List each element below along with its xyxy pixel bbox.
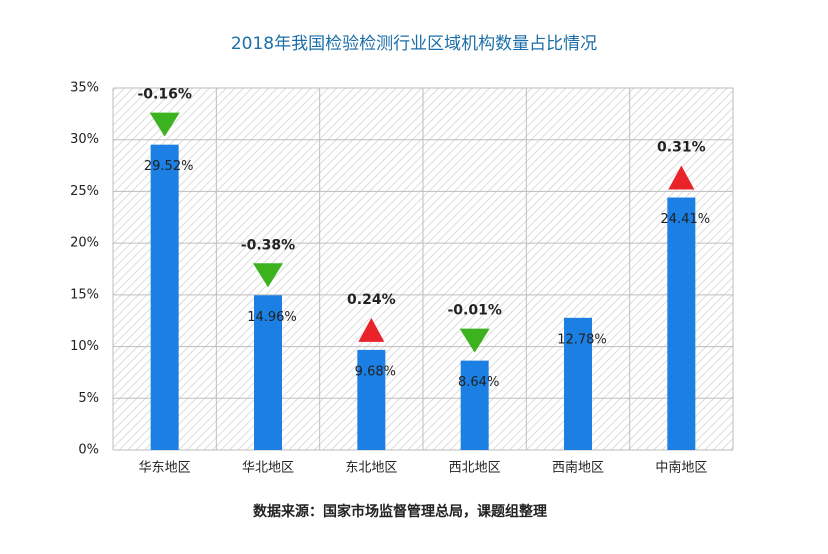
change-label: -0.16% [137, 87, 191, 103]
value-label: 9.68% [355, 364, 396, 379]
bar [667, 197, 696, 450]
x-tick-label: 西北地区 [449, 461, 501, 476]
chart-title: 2018年我国检验检测行业区域机构数量占比情况 [231, 34, 597, 54]
up-arrow [358, 317, 385, 342]
x-tick-label: 华北地区 [242, 461, 294, 476]
x-tick-label: 中南地区 [655, 460, 707, 476]
y-tick-label: 10% [70, 339, 99, 354]
y-tick-label: 35% [70, 81, 99, 96]
down-arrow [253, 263, 283, 288]
y-tick-label: 15% [70, 287, 99, 302]
y-tick-label: 30% [70, 132, 99, 147]
bar [254, 295, 282, 450]
change-label: 0.24% [347, 292, 396, 308]
x-tick-label: 华东地区 [139, 461, 191, 476]
x-tick-label: 西南地区 [552, 460, 604, 476]
down-arrow [149, 112, 180, 137]
change-label: -0.01% [447, 303, 501, 319]
up-arrow [668, 165, 695, 190]
y-tick-label: 0% [78, 443, 99, 458]
bar [357, 349, 386, 450]
y-tick-label: 25% [70, 184, 99, 199]
value-label: 29.52% [144, 159, 194, 174]
down-arrow [459, 328, 490, 353]
bar [460, 360, 489, 450]
change-label: 0.31% [657, 140, 706, 156]
x-tick-label: 东北地区 [345, 461, 397, 476]
bar [150, 144, 179, 450]
change-label: -0.38% [241, 237, 295, 253]
y-tick-label: 5% [78, 391, 99, 406]
value-label: 8.64% [458, 375, 499, 390]
source-note: 数据来源：国家市场监督管理总局，课题组整理 [253, 503, 547, 520]
y-tick-label: 20% [70, 236, 99, 251]
bar [564, 317, 592, 450]
value-label: 24.41% [661, 212, 711, 227]
value-label: 14.96% [247, 310, 297, 325]
value-label: 12.78% [557, 332, 607, 347]
